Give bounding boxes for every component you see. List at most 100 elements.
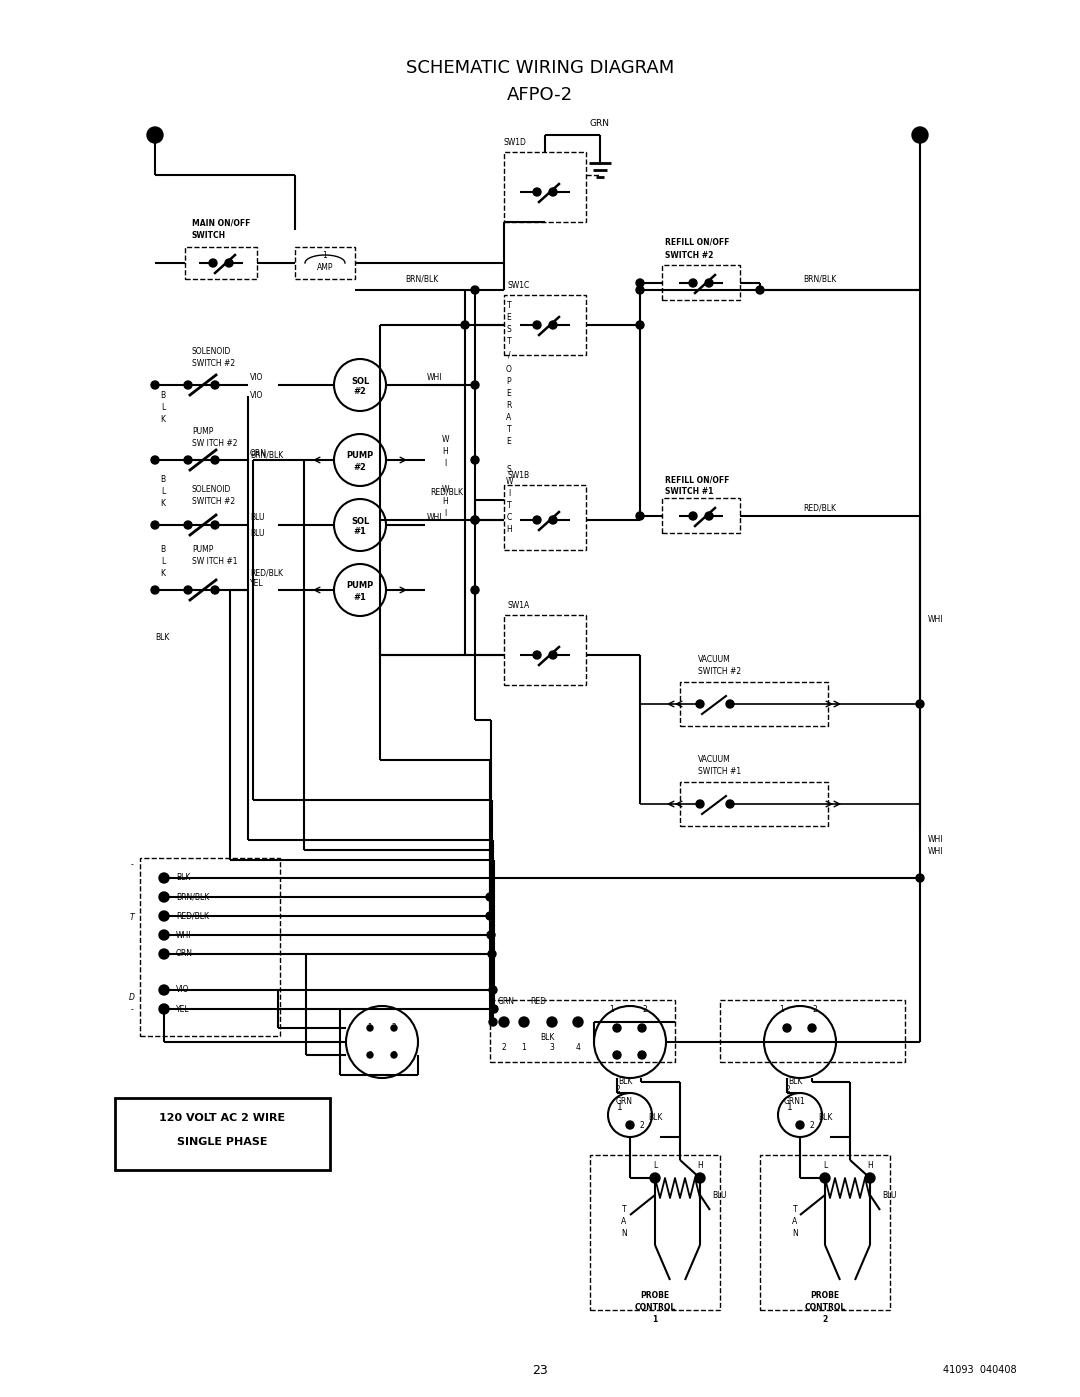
Circle shape (489, 986, 497, 995)
Text: 4: 4 (576, 1044, 580, 1052)
Text: H: H (442, 497, 448, 507)
Text: 23: 23 (532, 1363, 548, 1376)
Text: RED: RED (530, 997, 546, 1006)
Circle shape (391, 1025, 397, 1031)
Circle shape (159, 1004, 168, 1014)
Circle shape (486, 912, 494, 921)
Text: W: W (442, 486, 449, 495)
Text: 2: 2 (392, 1024, 396, 1032)
Bar (680, 682, 828, 726)
Text: PROBE: PROBE (640, 1291, 670, 1299)
Text: PUMP: PUMP (192, 427, 214, 436)
Circle shape (696, 800, 704, 807)
Bar (504, 152, 586, 222)
Text: GRN: GRN (498, 997, 515, 1006)
Text: H: H (507, 525, 512, 535)
Text: E: E (507, 313, 511, 321)
Bar (590, 1155, 720, 1310)
Text: BLK: BLK (648, 1113, 662, 1123)
Text: 2: 2 (810, 1120, 814, 1130)
Circle shape (820, 1173, 831, 1183)
Bar (760, 1155, 890, 1310)
Text: 2: 2 (822, 1315, 827, 1323)
Text: 4: 4 (367, 1051, 373, 1059)
Text: SW ITCH #2: SW ITCH #2 (192, 440, 238, 448)
Text: BLK: BLK (787, 1077, 802, 1087)
Text: T: T (130, 914, 134, 922)
Text: AMP: AMP (316, 264, 334, 272)
Text: E: E (507, 390, 511, 398)
Text: YEL: YEL (176, 1004, 190, 1013)
Circle shape (636, 321, 644, 330)
Bar (662, 497, 740, 534)
Text: R: R (507, 401, 512, 411)
Circle shape (211, 521, 219, 529)
Text: 3: 3 (550, 1044, 554, 1052)
Text: RED/BLK: RED/BLK (804, 503, 837, 513)
Text: BLU: BLU (249, 528, 265, 538)
Text: BLK: BLK (176, 873, 190, 883)
Circle shape (689, 279, 697, 286)
Text: H: H (697, 1161, 703, 1169)
Circle shape (159, 873, 168, 883)
Text: VIO: VIO (176, 985, 189, 995)
Text: RED/BLK: RED/BLK (430, 488, 463, 496)
Text: D: D (130, 993, 135, 1003)
Text: BLU: BLU (882, 1190, 896, 1200)
Circle shape (184, 381, 192, 388)
Circle shape (471, 515, 480, 524)
Text: VACUUM: VACUUM (698, 756, 731, 764)
Text: RED/BLK: RED/BLK (249, 569, 283, 577)
Circle shape (184, 455, 192, 464)
Circle shape (636, 279, 644, 286)
Text: A: A (793, 1218, 798, 1227)
Circle shape (638, 1024, 646, 1032)
Text: SWITCH #2: SWITCH #2 (698, 668, 741, 676)
Text: GRN1: GRN1 (784, 1097, 806, 1106)
Circle shape (689, 511, 697, 520)
Text: B: B (161, 545, 165, 555)
Circle shape (499, 1017, 509, 1027)
Circle shape (151, 381, 159, 388)
Text: 1: 1 (522, 1044, 526, 1052)
Text: H: H (867, 1161, 873, 1169)
Text: ORN: ORN (176, 950, 193, 958)
Text: SOL: SOL (351, 377, 369, 386)
Text: PUMP: PUMP (347, 581, 374, 591)
Circle shape (534, 321, 541, 330)
Text: #1: #1 (353, 528, 366, 536)
Circle shape (916, 875, 924, 882)
Text: W: W (505, 478, 513, 486)
Text: K: K (161, 415, 165, 423)
Text: CONTROL: CONTROL (805, 1302, 846, 1312)
Text: VACUUM: VACUUM (698, 655, 731, 665)
Bar (140, 858, 280, 1037)
Text: 41093  040408: 41093 040408 (943, 1365, 1016, 1375)
Circle shape (159, 893, 168, 902)
Text: L: L (161, 488, 165, 496)
Text: SINGLE PHASE: SINGLE PHASE (177, 1137, 267, 1147)
Text: T: T (507, 502, 511, 510)
Text: WHI: WHI (427, 514, 443, 522)
Circle shape (638, 1051, 646, 1059)
Bar (185, 247, 257, 279)
Circle shape (151, 455, 159, 464)
Text: BRN/BLK: BRN/BLK (249, 450, 283, 460)
Text: SW1B: SW1B (508, 471, 530, 481)
Text: SOLENOID: SOLENOID (192, 486, 231, 495)
Circle shape (184, 521, 192, 529)
Text: MAIN ON/OFF: MAIN ON/OFF (192, 219, 251, 228)
Text: S: S (507, 465, 511, 475)
Text: N: N (621, 1229, 626, 1239)
Circle shape (471, 515, 480, 524)
Circle shape (367, 1025, 373, 1031)
Text: 1: 1 (780, 1006, 784, 1014)
Text: 2: 2 (501, 1044, 507, 1052)
Circle shape (696, 700, 704, 708)
Circle shape (549, 321, 557, 330)
Text: GRN: GRN (590, 119, 610, 129)
Text: BLK: BLK (818, 1113, 833, 1123)
Bar (114, 1098, 330, 1171)
Bar (490, 1000, 675, 1062)
Text: #1: #1 (353, 592, 366, 602)
